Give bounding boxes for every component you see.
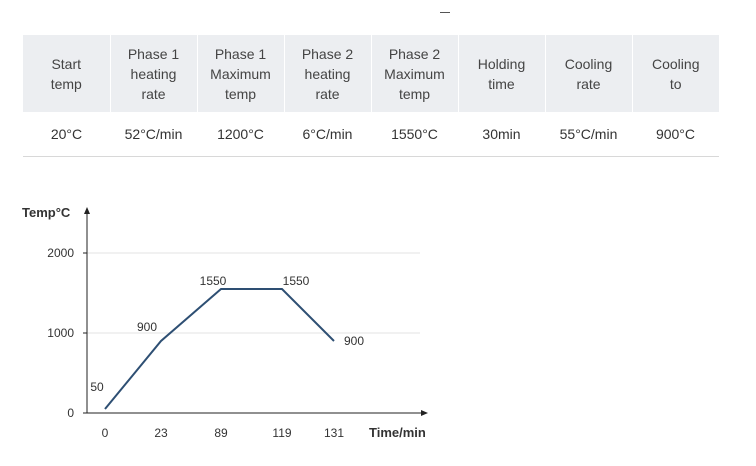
y-tick-label: 0 bbox=[67, 406, 74, 420]
parameters-table: Start temp Phase 1 heating rate Phase 1 Maxi… bbox=[23, 35, 719, 157]
value-phase1-max-temp: 1200°C bbox=[197, 112, 284, 157]
chart-axes bbox=[84, 207, 428, 416]
data-label: 900 bbox=[137, 320, 157, 334]
x-axis-arrow-icon bbox=[421, 410, 428, 416]
chart-series bbox=[104, 288, 335, 410]
value-phase1-heating-rate: 52°C/min bbox=[110, 112, 197, 157]
header-line: heating bbox=[304, 65, 351, 82]
header-phase2-max-temp: Phase 2 Maximum temp bbox=[371, 35, 459, 112]
header-line: temp bbox=[50, 75, 82, 92]
value-phase2-max-temp: 1550°C bbox=[371, 112, 458, 157]
header-line: rate bbox=[315, 85, 340, 102]
y-tick-label: 1000 bbox=[47, 326, 74, 340]
header-line: Phase 1 bbox=[214, 45, 267, 62]
header-line: Cooling bbox=[652, 55, 700, 72]
header-line: Maximum bbox=[384, 65, 445, 82]
header-line: Start bbox=[51, 55, 82, 72]
data-label: 50 bbox=[90, 380, 104, 394]
header-phase2-heating-rate: Phase 2 heating rate bbox=[284, 35, 372, 112]
temperature-profile-chart: 0 1000 2000 0 23 89 119 131 50 900 1550 1550 900 Te… bbox=[22, 205, 428, 440]
data-label: 1550 bbox=[200, 274, 227, 288]
header-line: temp bbox=[224, 85, 257, 102]
x-tick-label: 0 bbox=[102, 426, 109, 440]
x-tick-label: 119 bbox=[272, 426, 291, 440]
x-tick-label: 89 bbox=[214, 426, 228, 440]
value-cooling-to: 900°C bbox=[632, 112, 719, 157]
header-line: time bbox=[488, 75, 515, 92]
header-line: Holding bbox=[477, 55, 526, 72]
data-label: 900 bbox=[344, 334, 364, 348]
header-holding-time: Holding time bbox=[458, 35, 546, 112]
data-label: 1550 bbox=[283, 274, 310, 288]
temperature-line bbox=[104, 288, 335, 410]
header-line: Phase 1 bbox=[127, 45, 180, 62]
header-phase1-max-temp: Phase 1 Maximum temp bbox=[197, 35, 285, 112]
table-row: 20°C 52°C/min 1200°C 6°C/min 1550°C 30mi… bbox=[23, 112, 719, 157]
chart-ticks: 0 1000 2000 0 23 89 119 131 bbox=[47, 246, 344, 440]
chart-gridlines bbox=[87, 252, 420, 334]
header-cooling-to: Cooling to bbox=[632, 35, 719, 112]
header-line: to bbox=[669, 75, 682, 92]
x-tick-label: 131 bbox=[324, 426, 344, 440]
header-line: heating bbox=[130, 65, 177, 82]
value-holding-time: 30min bbox=[458, 112, 545, 157]
y-axis-arrow-icon bbox=[84, 207, 90, 214]
header-dash bbox=[440, 12, 450, 13]
header-line: Maximum bbox=[210, 65, 271, 82]
y-tick-label: 2000 bbox=[47, 246, 74, 260]
header-line: rate bbox=[141, 85, 166, 102]
header-phase1-heating-rate: Phase 1 heating rate bbox=[110, 35, 198, 112]
table-header-row: Start temp Phase 1 heating rate Phase 1 Maxi… bbox=[23, 35, 719, 112]
x-axis-label: Time/min bbox=[369, 425, 426, 440]
header-line: Phase 2 bbox=[301, 45, 354, 62]
value-phase2-heating-rate: 6°C/min bbox=[284, 112, 371, 157]
x-tick-label: 23 bbox=[154, 426, 168, 440]
header-cooling-rate: Cooling rate bbox=[545, 35, 633, 112]
header-line: Phase 2 bbox=[388, 45, 441, 62]
chart-point-labels: 50 900 1550 1550 900 bbox=[90, 274, 364, 394]
header-line: temp bbox=[398, 85, 431, 102]
header-line: Cooling bbox=[564, 55, 613, 72]
value-start-temp: 20°C bbox=[23, 112, 110, 157]
header-line: rate bbox=[576, 75, 601, 92]
value-cooling-rate: 55°C/min bbox=[545, 112, 632, 157]
header-start-temp: Start temp bbox=[23, 35, 111, 112]
y-axis-label: Temp°C bbox=[22, 205, 71, 220]
